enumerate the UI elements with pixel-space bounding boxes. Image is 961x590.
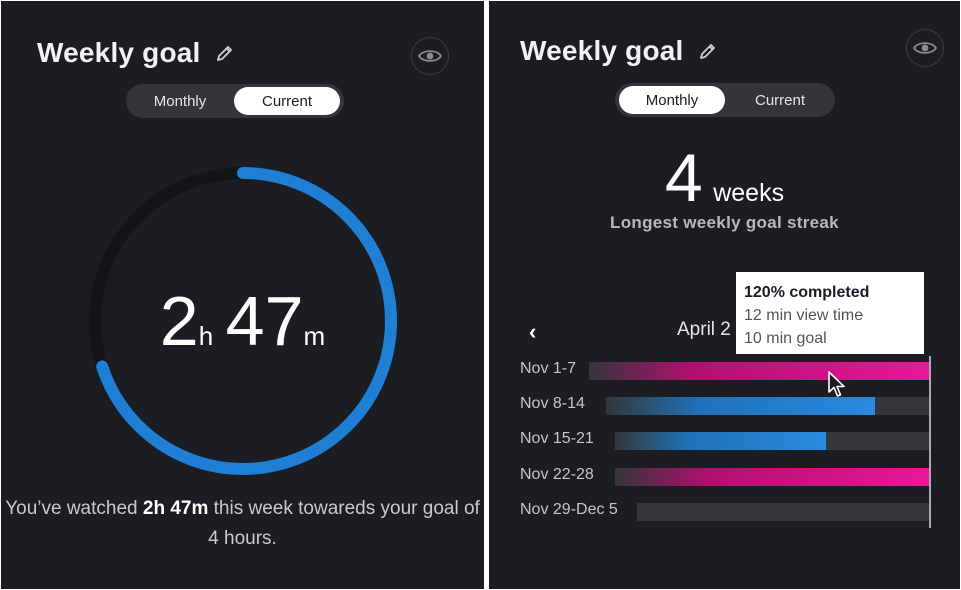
watch-summary-text: You’ve watched 2h 47m this week towareds…: [1, 494, 484, 554]
toggle-monthly[interactable]: Monthly: [153, 92, 207, 110]
week-row[interactable]: Nov 29-Dec 5: [489, 497, 960, 527]
week-row[interactable]: Nov 8-14: [489, 391, 960, 421]
progress-ring: [89, 167, 397, 475]
tooltip-completed: 120% completed: [744, 284, 870, 301]
eye-icon: [418, 50, 442, 62]
visibility-button[interactable]: [411, 37, 449, 75]
goal-marker-line: [929, 356, 931, 528]
time-watched-display: 2h 47m: [1, 281, 484, 361]
watch-summary-amount: 2h 47m: [142, 498, 209, 519]
watch-summary-prefix: You’ve watched: [5, 498, 143, 519]
week-progress-track: [606, 397, 930, 415]
weekly-goal-current-panel: Weekly goal Monthly Current 2h 47m You’v…: [1, 1, 484, 589]
minutes-unit: m: [303, 321, 326, 351]
week-row[interactable]: Nov 15-21: [489, 426, 960, 456]
streak-display: 4 weeks: [489, 139, 960, 217]
chevron-left-icon[interactable]: ‹: [529, 319, 537, 344]
week-progress-fill: [606, 397, 875, 415]
week-progress-track: [615, 468, 930, 486]
tooltip-view-time: 12 min view time: [744, 307, 864, 324]
week-progress-track: [589, 362, 930, 380]
week-label: Nov 22-28: [520, 466, 594, 483]
week-progress-track: [637, 503, 930, 521]
week-label: Nov 8-14: [520, 395, 585, 412]
watch-summary-suffix: this week towareds your goal of 4 hours.: [208, 498, 480, 549]
week-tooltip: 120% completed 12 min view time 10 min g…: [736, 272, 924, 354]
week-label: Nov 15-21: [520, 430, 594, 447]
week-label: Nov 29-Dec 5: [520, 501, 618, 518]
hours-value: 2: [159, 282, 199, 360]
streak-unit: weeks: [713, 179, 785, 207]
tooltip-goal: 10 min goal: [744, 330, 827, 347]
week-progress-fill: [615, 432, 827, 450]
toggle-monthly[interactable]: Monthly: [619, 86, 725, 114]
hours-unit: h: [198, 321, 214, 351]
pencil-icon[interactable]: [698, 41, 718, 61]
week-label: Nov 1-7: [520, 360, 577, 377]
week-progress-fill: [589, 362, 930, 380]
minutes-value: 47: [225, 282, 304, 360]
toggle-current[interactable]: Current: [234, 87, 340, 115]
weekly-goal-monthly-panel: Weekly goal Monthly Current 4 weeks Long…: [489, 1, 960, 589]
panel-title: Weekly goal: [37, 37, 201, 68]
pencil-icon[interactable]: [215, 43, 235, 63]
panel-title: Weekly goal: [520, 35, 684, 66]
eye-icon: [913, 42, 937, 54]
week-row[interactable]: Nov 1-7: [489, 356, 960, 386]
view-toggle: Monthly Current: [615, 83, 835, 117]
month-label: April 2: [677, 319, 731, 340]
visibility-button[interactable]: [906, 29, 944, 67]
progress-ring-arc: [89, 167, 397, 475]
mouse-pointer-icon: [828, 371, 845, 397]
week-row[interactable]: Nov 22-28: [489, 462, 960, 492]
view-toggle: Monthly Current: [126, 84, 344, 118]
streak-label: Longest weekly goal streak: [610, 213, 839, 232]
week-progress-track: [615, 432, 930, 450]
week-progress-fill: [615, 468, 930, 486]
streak-value: 4: [664, 140, 703, 216]
toggle-current[interactable]: Current: [754, 91, 806, 109]
